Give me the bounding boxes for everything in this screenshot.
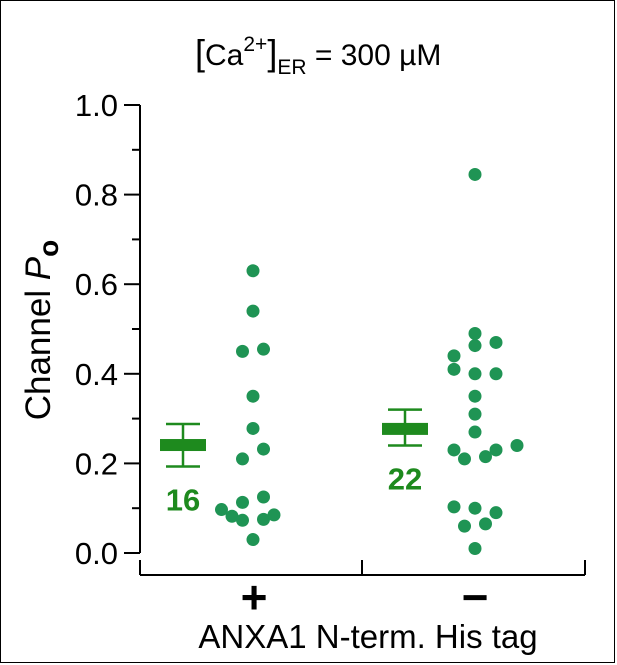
y-axis-title-subscript: o bbox=[33, 240, 64, 257]
data-point bbox=[257, 490, 270, 504]
data-point bbox=[215, 503, 228, 517]
data-point bbox=[479, 517, 492, 531]
data-point bbox=[458, 519, 471, 533]
data-point bbox=[236, 452, 249, 466]
data-point bbox=[267, 508, 281, 522]
y-tick-label: 1.0 bbox=[75, 88, 118, 123]
data-point bbox=[236, 513, 249, 527]
data-point bbox=[468, 501, 482, 515]
data-point bbox=[489, 367, 503, 381]
data-point bbox=[458, 452, 471, 466]
y-axis-title: Channel Po bbox=[19, 240, 64, 421]
data-points bbox=[215, 167, 524, 556]
mean-bar bbox=[160, 439, 206, 452]
data-point bbox=[479, 450, 492, 464]
y-tick-label: 0.0 bbox=[75, 536, 118, 571]
data-point bbox=[447, 349, 461, 363]
data-point bbox=[257, 512, 270, 526]
title-ion: Ca bbox=[205, 39, 244, 72]
title-charge: 2+ bbox=[243, 33, 267, 56]
title-open-bracket: [ bbox=[195, 32, 205, 73]
y-axis-title-prefix: Channel bbox=[19, 280, 58, 420]
data-point bbox=[468, 339, 482, 353]
data-point bbox=[489, 443, 503, 457]
x-axis-title: ANXA1 N-term. His tag bbox=[198, 618, 537, 655]
data-point bbox=[468, 542, 482, 556]
data-point bbox=[236, 495, 249, 509]
data-point bbox=[236, 344, 249, 358]
data-point bbox=[489, 335, 503, 349]
data-point bbox=[246, 304, 260, 318]
data-point bbox=[468, 407, 482, 421]
data-point bbox=[257, 342, 270, 356]
data-point bbox=[510, 438, 524, 452]
y-axis-title-symbol: P bbox=[19, 256, 58, 280]
data-point bbox=[447, 362, 461, 376]
data-point bbox=[246, 389, 260, 403]
data-point bbox=[447, 443, 461, 457]
x-category-label: + bbox=[241, 571, 268, 623]
chart-title: [Ca2+]ER = 300 µM bbox=[195, 32, 441, 79]
title-close-bracket: ] bbox=[267, 32, 277, 73]
data-point bbox=[246, 421, 260, 435]
x-axis: + − bbox=[139, 560, 586, 623]
y-tick-label: 0.6 bbox=[75, 267, 118, 302]
y-axis: 0.0 0.2 0.4 0.6 0.8 1.0 bbox=[75, 88, 141, 571]
data-point bbox=[246, 264, 260, 278]
n-count-label: 16 bbox=[166, 483, 200, 518]
x-category-label: − bbox=[462, 571, 489, 623]
n-count-label: 22 bbox=[388, 461, 422, 496]
title-rest: = 300 µM bbox=[307, 39, 442, 72]
y-tick-label: 0.2 bbox=[75, 446, 118, 481]
data-point bbox=[489, 506, 503, 520]
data-point bbox=[468, 367, 482, 381]
data-point bbox=[468, 326, 482, 340]
data-point bbox=[225, 509, 239, 523]
mean-bar bbox=[382, 422, 428, 435]
y-tick-label: 0.8 bbox=[75, 178, 118, 213]
title-subscript: ER bbox=[277, 56, 306, 79]
data-point bbox=[468, 167, 482, 181]
data-point bbox=[257, 442, 270, 456]
y-tick-label: 0.4 bbox=[75, 357, 118, 392]
data-point bbox=[246, 533, 260, 547]
data-point bbox=[447, 500, 461, 514]
data-point bbox=[468, 389, 482, 403]
data-point bbox=[468, 425, 482, 439]
